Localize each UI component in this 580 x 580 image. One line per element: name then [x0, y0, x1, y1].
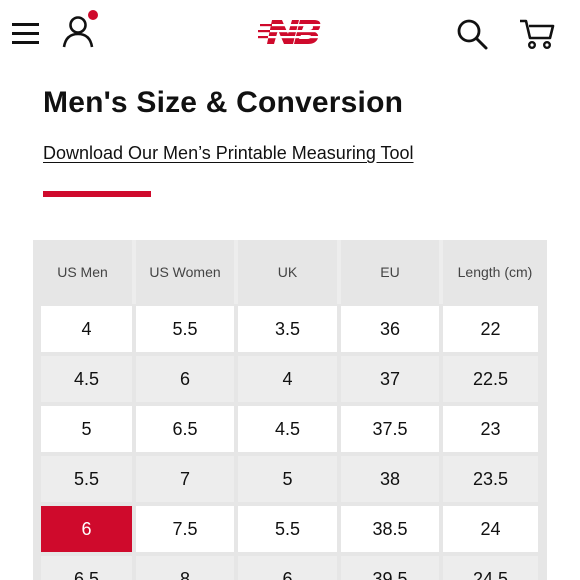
table-cell: 7.5	[136, 506, 238, 556]
table-cell: 4.5	[238, 406, 341, 456]
new-balance-logo[interactable]	[256, 14, 324, 50]
user-icon[interactable]	[60, 10, 102, 52]
table-cell: 37.5	[341, 406, 443, 456]
table-cell: 6.5	[33, 556, 136, 580]
table-cell: 6	[238, 556, 341, 580]
column-header: EU	[341, 240, 443, 304]
column-header: UK	[238, 240, 341, 304]
cart-icon[interactable]	[518, 16, 556, 52]
table-cell: 38	[341, 456, 443, 506]
table-cell: 5	[238, 456, 341, 506]
table-cell: 4	[238, 356, 341, 406]
table-cell: 22	[443, 306, 547, 356]
table-cell: 38.5	[341, 506, 443, 556]
table-cell: 36	[341, 306, 443, 356]
page-title: Men's Size & Conversion	[43, 86, 404, 119]
table-cell: 5	[33, 406, 136, 456]
column-header: US Men	[33, 240, 136, 304]
table-cell: 37	[341, 356, 443, 406]
hamburger-menu-icon[interactable]	[10, 18, 42, 48]
table-cell: 5.5	[238, 506, 341, 556]
table-cell: 3.5	[238, 306, 341, 356]
table-cell: 6	[33, 506, 136, 556]
table-header-row: US Men US Women UK EU Length (cm)	[33, 240, 547, 304]
table-cell: 23.5	[443, 456, 547, 506]
table-cell: 4	[33, 306, 136, 356]
notification-dot	[88, 10, 98, 20]
table-cell: 23	[443, 406, 547, 456]
download-measuring-tool-link[interactable]: Download Our Men’s Printable Measuring T…	[43, 143, 414, 163]
column-header: US Women	[136, 240, 238, 304]
table-cell: 24.5	[443, 556, 547, 580]
search-icon[interactable]	[454, 16, 490, 52]
column-header: Length (cm)	[443, 240, 547, 304]
table-cell: 39.5	[341, 556, 443, 580]
table-cell: 6	[136, 356, 238, 406]
table-cell: 22.5	[443, 356, 547, 406]
table-cell: 6.5	[136, 406, 238, 456]
table-cell: 4.5	[33, 356, 136, 406]
table-cell: 8	[136, 556, 238, 580]
table-body: 4 5.5 3.5 36 22 4.5 6 4 37 22.5 5 6.5 4.5 37.5 23 5.5 7 5…	[33, 306, 547, 580]
table-cell: 7	[136, 456, 238, 506]
table-cell: 24	[443, 506, 547, 556]
table-cell: 5.5	[136, 306, 238, 356]
table-cell: 5.5	[33, 456, 136, 506]
size-conversion-table: US Men US Women UK EU Length (cm) 4 5.5 3.5 36 2…	[33, 240, 547, 580]
red-divider	[43, 191, 151, 197]
top-nav-bar	[0, 0, 580, 70]
